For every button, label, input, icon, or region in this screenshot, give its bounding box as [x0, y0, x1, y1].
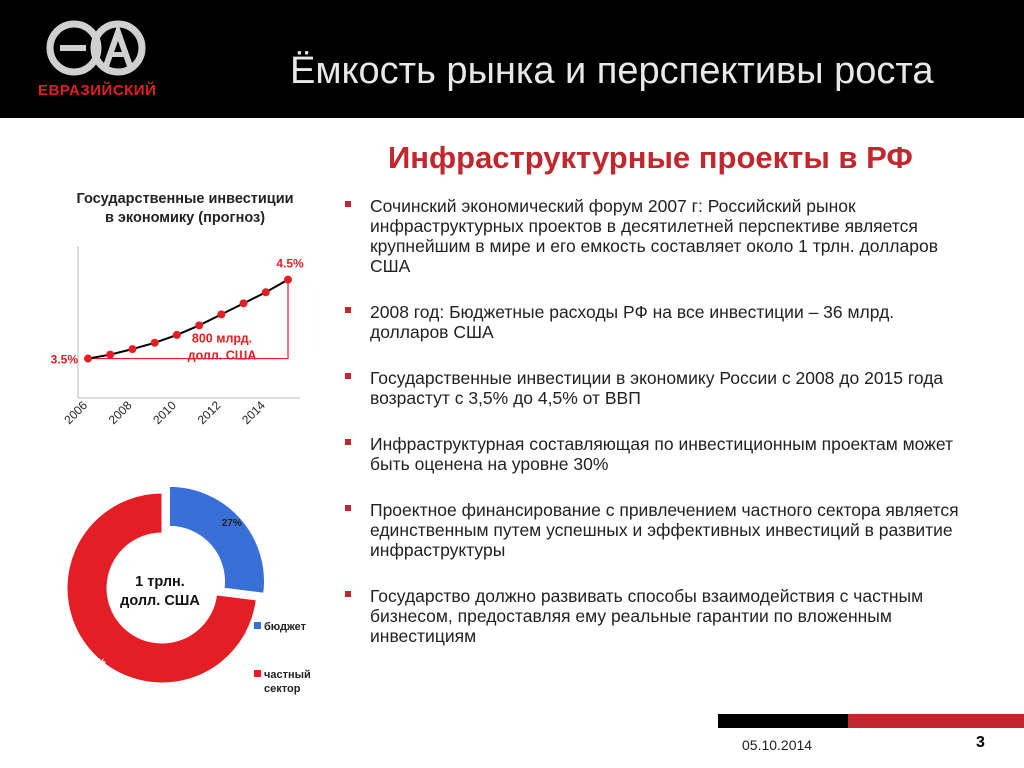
bullet-square-icon: [345, 307, 351, 313]
bullet-item: Сочинский экономический форум 2007 г: Ро…: [344, 196, 974, 276]
range-bracket: [88, 279, 289, 360]
logo-wordmark: ЕВРАЗИЙСКИЙ: [38, 82, 157, 99]
legend-label: бюджет: [264, 621, 307, 633]
bullet-square-icon: [345, 591, 351, 597]
slide-title: Ёмкость рынка и перспективы роста: [290, 50, 934, 92]
legend-label: сектор: [264, 683, 301, 695]
bullet-text: Государство должно развивать способы вза…: [370, 586, 924, 646]
annotation-label: долл. США: [188, 349, 257, 363]
x-tick-label: 2014: [239, 398, 268, 427]
eurasian-logo-icon: [46, 20, 146, 76]
footer-date: 05.10.2014: [742, 737, 813, 753]
x-tick-label: 2010: [150, 398, 179, 427]
bullet-text: 2008 год: Бюджетные расходы РФ на все ин…: [370, 302, 895, 342]
end-value-label: 4.5%: [276, 257, 304, 271]
bullet-item: Проектное финансирование с привлечением …: [344, 500, 974, 560]
legend-swatch: [254, 622, 261, 629]
bullet-item: Инфраструктурная составляющая по инвести…: [344, 434, 974, 474]
annotation-label: 800 млрд.: [192, 332, 252, 346]
bullet-square-icon: [345, 439, 351, 445]
section-subtitle: Инфраструктурные проекты в РФ: [388, 140, 913, 175]
data-point: [239, 299, 248, 308]
bullet-list: Сочинский экономический форум 2007 г: Ро…: [344, 196, 974, 672]
bullet-item: Государство должно развивать способы вза…: [344, 586, 974, 646]
data-point: [128, 345, 137, 354]
bullet-text: Проектное финансирование с привлечением …: [370, 500, 959, 560]
donut-center-label: 1 трлн.: [135, 574, 185, 590]
bullet-text: Сочинский экономический форум 2007 г: Ро…: [370, 196, 938, 276]
legend-label: частный: [264, 669, 311, 681]
data-point: [261, 288, 270, 297]
bullet-text: Государственные инвестиции в экономику Р…: [370, 368, 944, 408]
donut-chart: 27% 73% 1 трлн. долл. США бюджет частный секто…: [66, 485, 311, 695]
start-value-label: 3.5%: [51, 353, 79, 367]
legend-swatch: [254, 670, 261, 677]
donut-center-label: долл. США: [120, 593, 200, 609]
bullet-square-icon: [345, 373, 351, 379]
donut-slice: [66, 492, 257, 684]
x-tick-label: 2006: [61, 398, 90, 427]
data-point: [172, 330, 181, 339]
bullet-item: Государственные инвестиции в экономику Р…: [344, 368, 974, 408]
data-point: [84, 354, 92, 363]
bullet-text: Инфраструктурная составляющая по инвести…: [370, 434, 954, 474]
slice-value-label: 73%: [86, 658, 106, 669]
data-point: [150, 338, 159, 347]
bullet-square-icon: [345, 505, 351, 511]
series-line: [87, 278, 289, 360]
data-point: [284, 275, 292, 284]
bullet-item: 2008 год: Бюджетные расходы РФ на все ин…: [344, 302, 974, 342]
page-number: 3: [976, 734, 985, 751]
data-point: [217, 310, 226, 319]
header-bar: ЕВРАЗИЙСКИЙ Ёмкость рынка и перспективы …: [0, 0, 1024, 118]
line-chart-title: Государственные инвестиции в экономику (…: [76, 191, 294, 226]
footer-bar-red: [848, 714, 1024, 728]
slice-value-label: 27%: [222, 518, 242, 529]
line-chart: 3.5% 4.5% 800 млрд. долл. США 2006 2008 2010 20…: [51, 246, 304, 427]
data-point: [195, 321, 204, 330]
donut-slice: [169, 485, 265, 594]
x-tick-label: 2012: [195, 398, 224, 427]
x-tick-label: 2008: [106, 398, 135, 427]
footer-bar-black: [718, 714, 848, 728]
data-point: [106, 350, 115, 359]
bullet-square-icon: [345, 201, 351, 207]
